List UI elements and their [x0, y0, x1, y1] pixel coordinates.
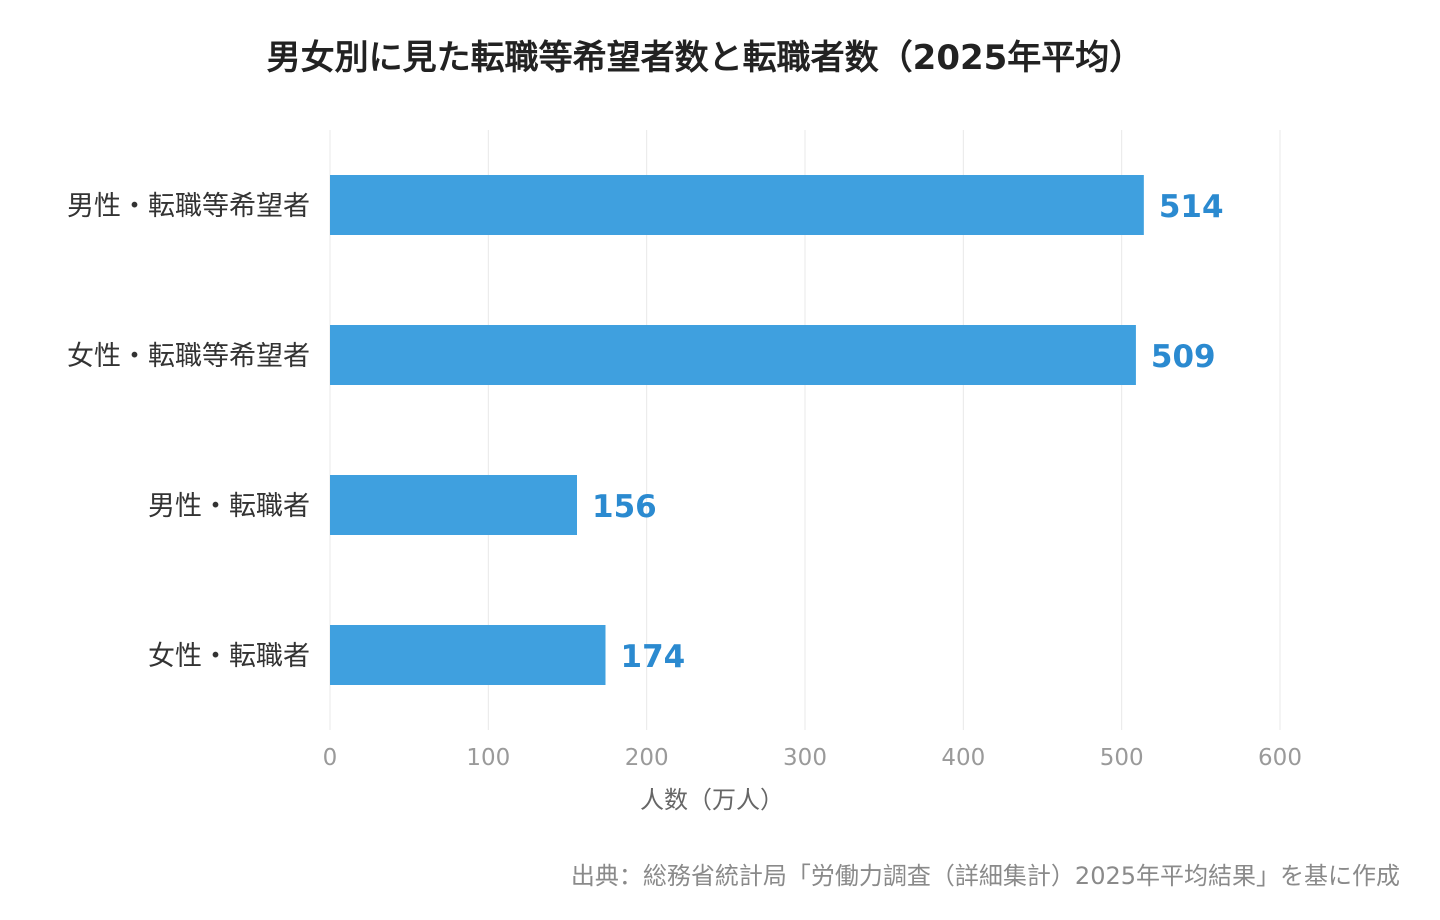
x-tick-labels: 0 100 200 300 400 500 600 [323, 745, 1302, 771]
data-label: 156 [592, 489, 657, 525]
category-label: 男性・転職等希望者 [67, 191, 310, 222]
source-note: 出典：総務省統計局「労働力調査（詳細集計）2025年平均結果」を基に作成 [570, 862, 1400, 890]
data-label: 514 [1159, 189, 1224, 225]
data-label: 174 [621, 639, 686, 675]
x-tick-label: 300 [783, 745, 827, 771]
value-labels: 514 509 156 174 [592, 189, 1224, 675]
data-label: 509 [1151, 339, 1216, 375]
bar [330, 325, 1136, 385]
x-tick-label: 600 [1258, 745, 1302, 771]
bars [330, 175, 1144, 685]
chart-title: 男女別に見た転職等希望者数と転職者数（2025年平均） [266, 38, 1144, 78]
x-tick-label: 400 [941, 745, 985, 771]
x-tick-label: 0 [323, 745, 338, 771]
bar [330, 475, 577, 535]
category-label: 女性・転職者 [148, 641, 310, 672]
bar [330, 625, 606, 685]
x-axis-title: 人数（万人） [640, 786, 784, 814]
bar [330, 175, 1144, 235]
category-label: 男性・転職者 [148, 491, 310, 522]
x-tick-label: 100 [466, 745, 510, 771]
x-tick-label: 200 [625, 745, 669, 771]
x-tick-label: 500 [1100, 745, 1144, 771]
category-label: 女性・転職等希望者 [67, 341, 310, 372]
